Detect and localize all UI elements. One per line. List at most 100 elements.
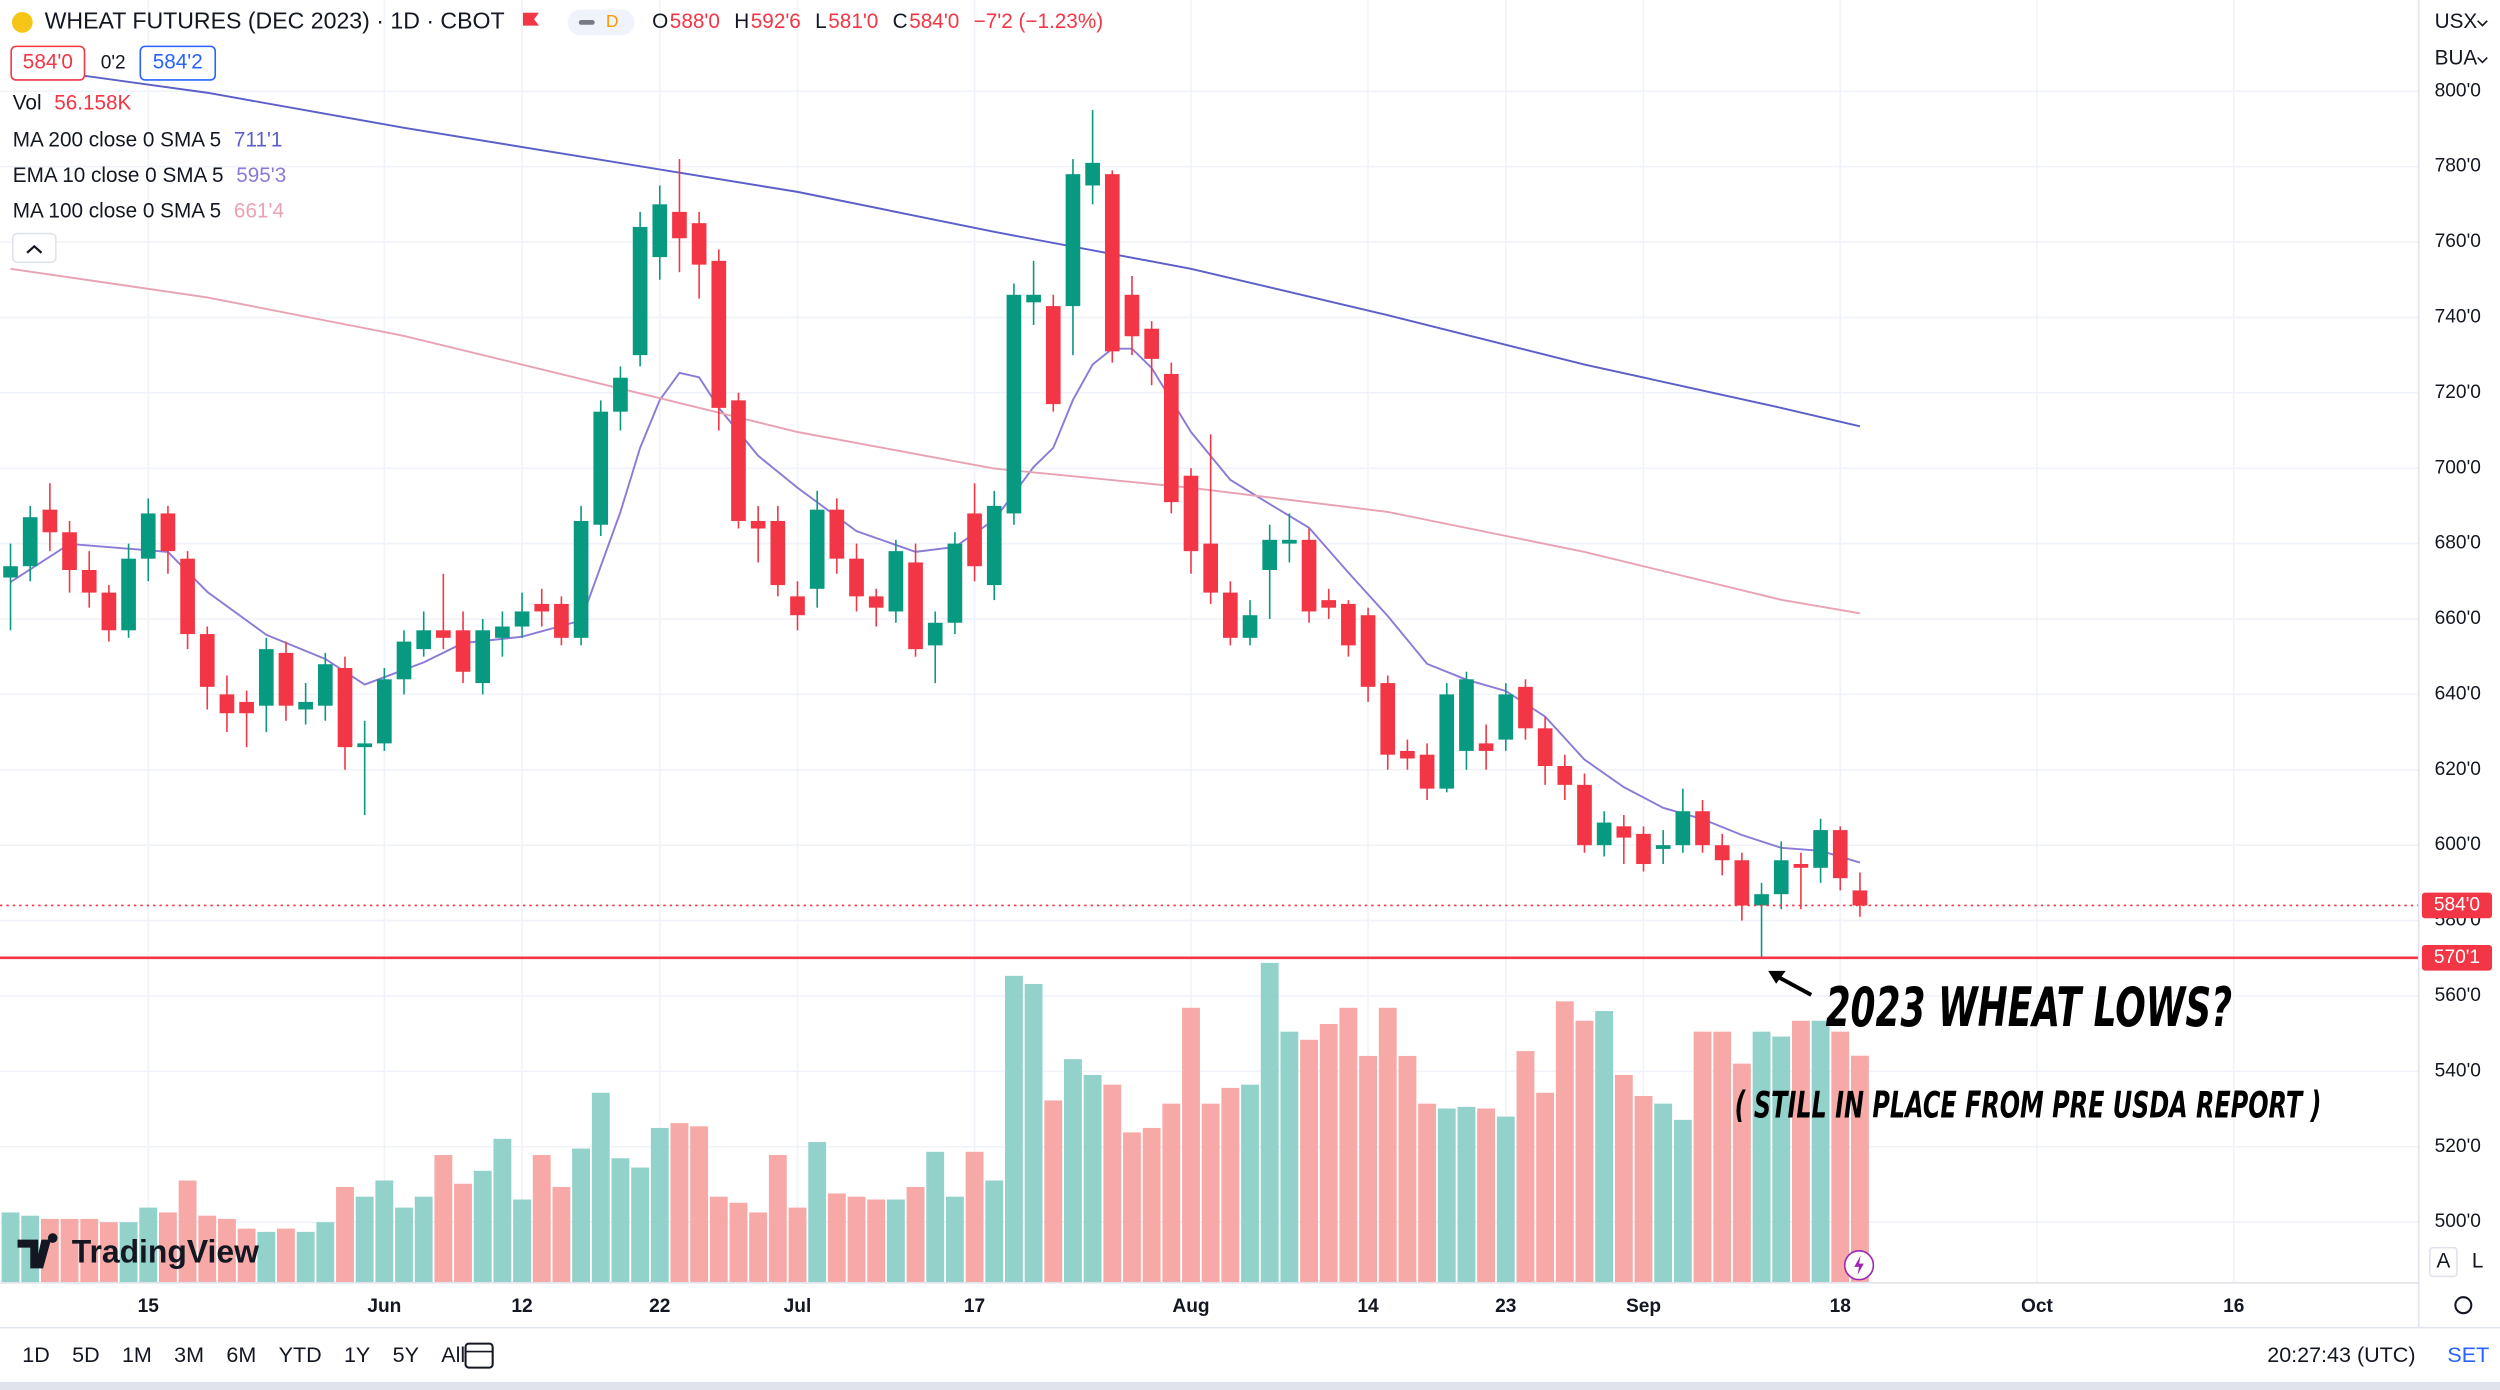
ohlc-value: 588'0 — [670, 10, 720, 33]
volume-bar — [591, 1092, 610, 1283]
candle-body — [1223, 592, 1238, 638]
bid-button[interactable] — [10, 45, 86, 81]
volume-bar — [1673, 1119, 1692, 1283]
candle-body — [258, 649, 274, 706]
y-tick-label: 740'0 — [2435, 306, 2481, 327]
volume-bar — [257, 1231, 276, 1283]
ohlc-key: O — [652, 10, 668, 33]
volume-bar — [1, 1212, 20, 1283]
y-tick-label: 660'0 — [2435, 608, 2481, 629]
unit[interactable]: USX — [2435, 10, 2478, 33]
candle-body — [947, 543, 963, 623]
candle-body — [121, 558, 136, 631]
volume-bar — [1378, 1007, 1397, 1283]
x-tick-label: 23 — [1495, 1296, 1516, 1317]
range-button[interactable]: 3M — [174, 1342, 204, 1367]
range-button[interactable]: 6M — [226, 1342, 256, 1367]
y-tick-label: 560'0 — [2435, 985, 2481, 1006]
candle-body — [337, 667, 353, 748]
range-button[interactable]: 1M — [122, 1342, 152, 1367]
y-tick-label: 680'0 — [2435, 533, 2481, 554]
series-legend: MA 200 close 0 SMA 5 — [13, 128, 221, 151]
candle-body — [160, 513, 176, 552]
candle-body — [1537, 728, 1553, 767]
candle-body — [239, 701, 254, 714]
range-button[interactable]: 1D — [22, 1342, 50, 1367]
chevron — [26, 244, 43, 254]
volume-bar — [1595, 1011, 1614, 1283]
range-button[interactable]: YTD — [279, 1342, 322, 1367]
unit[interactable]: BUA — [2435, 47, 2478, 70]
volume-bar — [827, 1193, 846, 1283]
x-tick-label: Aug — [1172, 1296, 1209, 1317]
volume-bar — [945, 1196, 964, 1283]
collapse-button[interactable] — [11, 232, 57, 264]
volume-bar — [1123, 1132, 1141, 1283]
candle-body — [908, 562, 923, 650]
candle-body — [967, 513, 982, 567]
scale-button: A — [2436, 1250, 2450, 1273]
series-legend: EMA 10 close 0 SMA 5 — [13, 164, 224, 187]
y-tick-label: 640'0 — [2435, 683, 2481, 704]
x-tick-label: 14 — [1357, 1296, 1379, 1317]
auto-button[interactable] — [2429, 1246, 2458, 1278]
volume-bar — [1241, 1084, 1259, 1283]
y-tick-label: 700'0 — [2435, 457, 2481, 478]
settings-icon[interactable] — [2454, 1296, 2473, 1315]
candle-body — [1754, 894, 1769, 906]
ask-button[interactable] — [139, 45, 217, 81]
range-button[interactable]: 1Y — [344, 1342, 370, 1367]
session[interactable]: SET — [2447, 1342, 2489, 1367]
y-tick-label: 600'0 — [2435, 834, 2481, 855]
candle-body — [1675, 811, 1691, 846]
x-tick-label: 15 — [138, 1296, 160, 1317]
volume-bar — [1083, 1074, 1102, 1283]
candle-body — [1557, 766, 1573, 785]
volume-bar — [1732, 1063, 1751, 1283]
y-tick-label: 500'0 — [2435, 1211, 2481, 1232]
x-tick-label: 12 — [511, 1296, 532, 1317]
volume-bar — [296, 1231, 315, 1283]
volume-bar — [788, 1207, 807, 1283]
range-button[interactable]: All — [441, 1342, 465, 1367]
volume-bar — [1142, 1127, 1161, 1283]
volume-bar — [80, 1218, 99, 1283]
volume-bar — [513, 1199, 531, 1283]
badge: D — [606, 11, 619, 31]
candle-body — [1203, 543, 1219, 593]
candle-body — [1439, 694, 1455, 789]
volume-bar — [1496, 1116, 1515, 1283]
pill[interactable] — [567, 9, 635, 36]
volume-bar — [1536, 1092, 1555, 1283]
volume-bar — [1339, 1007, 1358, 1283]
candle-body — [62, 532, 77, 570]
calendar-icon[interactable] — [464, 1342, 494, 1369]
candle-body — [554, 603, 569, 638]
candle-body — [1183, 475, 1199, 552]
volume-bar — [178, 1180, 197, 1283]
candle-body — [1498, 694, 1514, 740]
volume-bar — [650, 1127, 669, 1283]
range-button[interactable]: 5D — [72, 1342, 100, 1367]
candle-body — [573, 520, 589, 638]
range-button[interactable]: 5Y — [393, 1342, 419, 1367]
watermark: TradingView — [72, 1233, 259, 1269]
candle-body — [1695, 811, 1710, 846]
volume-bar — [493, 1138, 512, 1283]
x-tick-label: Sep — [1626, 1296, 1661, 1317]
candle-body — [1144, 328, 1159, 359]
volume-bar — [355, 1196, 374, 1283]
volume-bar — [1614, 1074, 1633, 1283]
candle-body — [1085, 162, 1100, 186]
candle-body — [416, 630, 432, 650]
volume-bar — [60, 1218, 79, 1283]
series-legend-value: 661'4 — [234, 200, 284, 223]
volume-bar — [1851, 1055, 1869, 1283]
candle-body — [101, 592, 117, 631]
candle-body — [199, 634, 215, 687]
candle-body — [593, 411, 609, 525]
candle-body — [1262, 539, 1278, 570]
scale-button[interactable]: L — [2472, 1250, 2484, 1273]
candle-body — [377, 679, 392, 744]
